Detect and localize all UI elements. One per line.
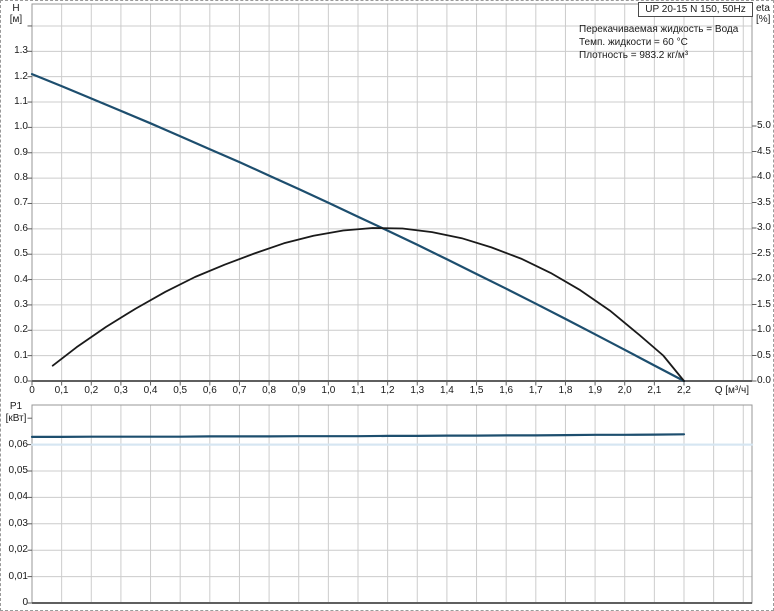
q-tick-label: 1,6	[499, 385, 514, 396]
h-axis-name: H	[12, 3, 20, 14]
q-tick-label: 1,0	[321, 385, 336, 396]
p1-axis-unit: [кВт]	[5, 413, 27, 424]
q-tick-label: 0,9	[291, 385, 306, 396]
power-curve	[30, 433, 686, 438]
h-tick-label: 0.2	[14, 324, 28, 336]
head-curve	[30, 72, 686, 383]
eta-tick-label: 1.0	[757, 324, 771, 335]
eta-tick-label: 0.0	[757, 375, 771, 386]
q-tick-label: 1,5	[469, 385, 484, 396]
h-tick-label: 0.5	[14, 248, 28, 260]
p1-tick-label: 0,05	[8, 465, 28, 476]
q-tick-label: 1,8	[558, 385, 573, 396]
q-tick-label: 2,0	[617, 385, 632, 396]
p1-tick-label: 0,01	[8, 570, 28, 582]
q-tick-label: 2,1	[647, 385, 662, 396]
h-tick-label: 0.6	[14, 222, 28, 234]
q-tick-label: 1,1	[351, 385, 365, 396]
q-tick-label: 2,2	[677, 385, 691, 396]
h-tick-label: 1.2	[14, 70, 28, 82]
q-tick-label: 0,5	[173, 385, 188, 396]
fluid-info-block: Перекачиваемая жидкость = Вода Темп. жидк…	[579, 23, 738, 62]
h-tick-label: 0.8	[14, 172, 28, 184]
q-tick-label: 1,4	[439, 385, 454, 396]
eta-tick-label: 2.5	[757, 247, 771, 259]
p1-tick-label: 0,04	[8, 491, 28, 503]
eta-axis-name: eta	[756, 3, 770, 14]
fluid-info-line: Плотность = 983.2 кг/м³	[579, 50, 689, 61]
h-tick-label: 0.3	[14, 298, 28, 310]
q-tick-label: 0,3	[113, 385, 128, 396]
fluid-info-line: Перекачиваемая жидкость = Вода	[579, 24, 739, 35]
q-axis-label: Q [м³/ч]	[714, 385, 749, 396]
q-tick-label: 1,3	[410, 385, 425, 396]
h-tick-label: 1.3	[14, 45, 28, 57]
p1-tick-label: 0	[22, 597, 28, 608]
q-tick-label: 1,9	[588, 385, 603, 396]
eta-tick-label: 4.5	[757, 145, 771, 157]
eta-tick-label: 0.5	[757, 349, 771, 361]
p1-tick-label: 0,06	[8, 438, 28, 450]
fluid-info-line: Темп. жидкости = 60 °C	[579, 37, 688, 48]
h-axis-unit: [м]	[9, 14, 23, 25]
q-tick-label: 1,2	[380, 385, 395, 396]
eta-tick-label: 5.0	[757, 120, 771, 131]
h-tick-label: 0.0	[14, 375, 28, 386]
h-tick-label: 0.1	[14, 349, 28, 361]
eta-tick-label: 3.5	[757, 196, 771, 208]
q-tick-label: 0,6	[202, 385, 217, 396]
q-tick-label: 0,1	[54, 385, 69, 396]
p1-axis-name: P1	[9, 401, 23, 412]
q-tick-label: 0	[29, 385, 35, 396]
q-tick-label: 0,8	[262, 385, 277, 396]
q-tick-label: 0,7	[232, 385, 247, 396]
h-tick-label: 0.7	[14, 197, 28, 209]
eta-tick-label: 3.0	[757, 222, 771, 233]
efficiency-curve	[51, 227, 685, 382]
q-tick-label: 0,2	[84, 385, 99, 396]
h-tick-label: 0.4	[14, 273, 28, 285]
h-tick-label: 1.0	[14, 121, 28, 133]
eta-tick-label: 4.0	[757, 171, 771, 182]
p1-tick-label: 0,02	[8, 544, 28, 556]
pump-model-label: UP 20-15 N 150, 50Hz	[645, 4, 746, 15]
pump-model-box: UP 20-15 N 150, 50Hz	[638, 2, 753, 17]
q-tick-label: 0,4	[143, 385, 158, 396]
h-tick-label: 1.1	[14, 96, 28, 108]
eta-axis-unit: [%]	[756, 14, 771, 25]
h-tick-label: 0.9	[14, 146, 28, 158]
eta-tick-label: 1.5	[757, 298, 771, 310]
q-tick-label: 1,7	[528, 385, 543, 396]
p1-tick-label: 0,03	[8, 517, 28, 529]
eta-tick-label: 2.0	[757, 273, 771, 284]
